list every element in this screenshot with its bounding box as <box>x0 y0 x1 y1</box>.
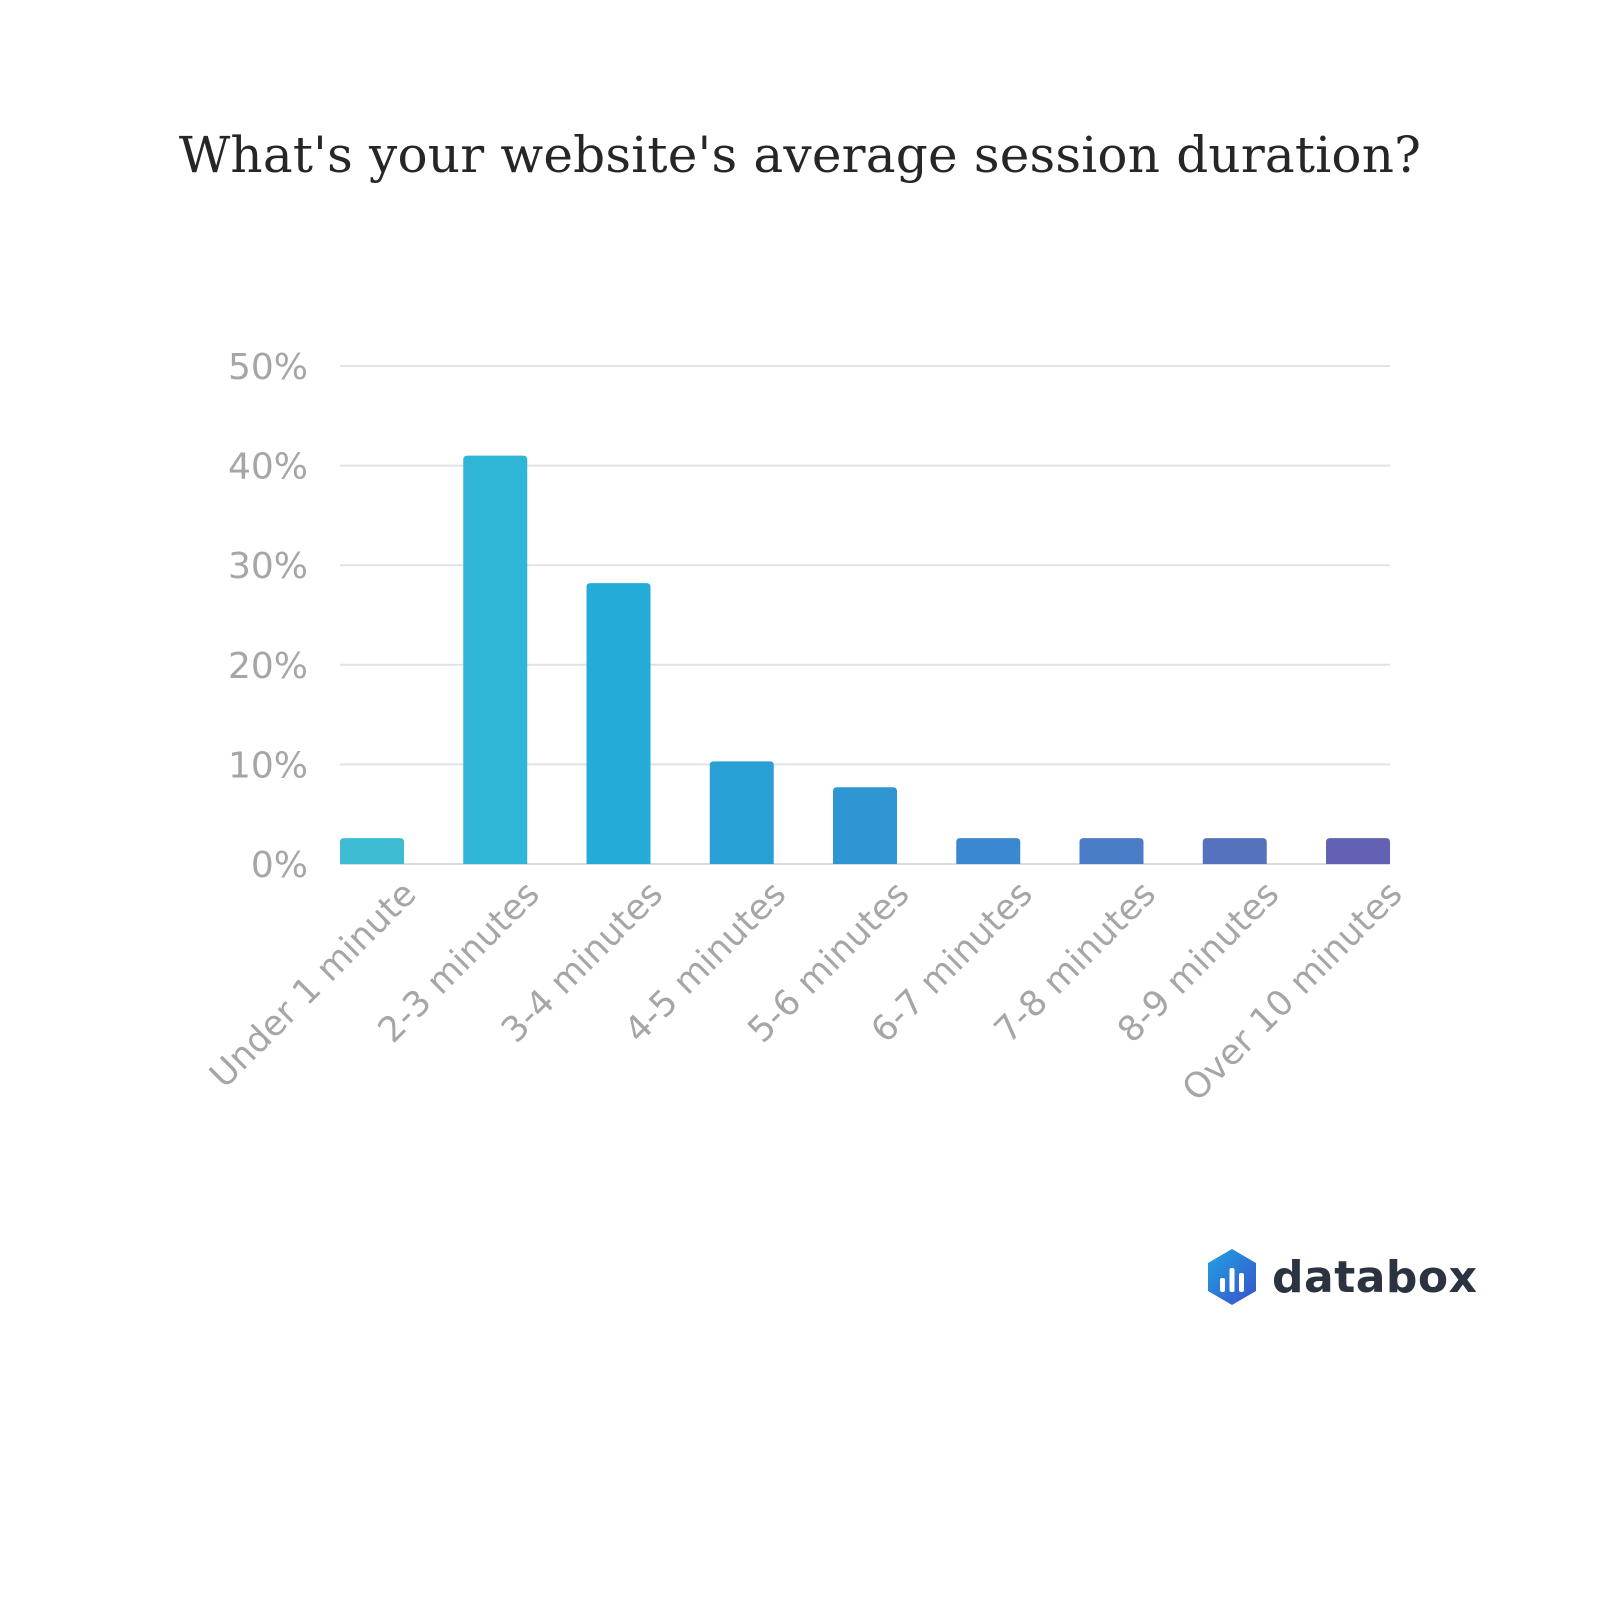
bar-5-6-minutes <box>833 787 897 864</box>
databox-logo: databox <box>1206 1248 1478 1306</box>
y-tick-label: 10% <box>228 745 308 786</box>
bars <box>340 455 1390 864</box>
y-tick-label: 50% <box>228 347 308 388</box>
bar-6-7-minutes <box>956 838 1021 864</box>
y-tick-label: 30% <box>228 546 308 587</box>
bar-8-9-minutes <box>1202 838 1267 864</box>
databox-logo-icon <box>1208 1249 1256 1305</box>
bar-under-1-minute <box>340 838 404 864</box>
x-tick-label: Under 1 minute <box>202 874 424 1096</box>
bar-2-3-minutes <box>463 455 528 864</box>
chart-title: What's your website's average session du… <box>178 126 1422 184</box>
y-tick-label: 40% <box>228 447 308 488</box>
databox-wordmark: databox <box>1272 1251 1478 1303</box>
y-tick-label: 0% <box>251 845 308 886</box>
x-tick-label: Over 10 minutes <box>1175 874 1410 1109</box>
y-tick-label: 20% <box>228 646 308 687</box>
y-axis-tick-labels: 0% 10% 20% 30% 40% 50% <box>228 347 308 886</box>
bar-7-8-minutes <box>1079 838 1144 864</box>
bar-4-5-minutes <box>709 761 774 864</box>
bar-3-4-minutes <box>586 583 651 864</box>
bar-over-10-minutes <box>1326 838 1390 864</box>
